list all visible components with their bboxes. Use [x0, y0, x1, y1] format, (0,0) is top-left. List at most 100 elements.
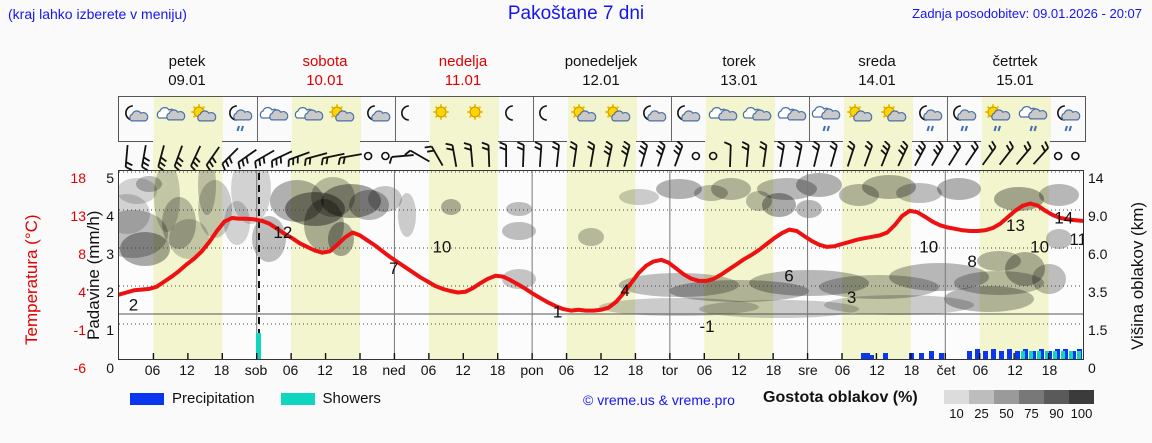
- cloud-density-blob: [578, 228, 604, 246]
- x-tick: 06: [696, 362, 713, 378]
- precipitation-tick: 4: [106, 208, 114, 224]
- day-divider: [946, 97, 948, 141]
- day-headers: petek 09.01 sobota 10.01 nedelja 11.01 ponedel…: [118, 52, 1084, 94]
- precipitation-bar: [1071, 351, 1076, 359]
- cloud-density-blob: [819, 275, 939, 299]
- cloud-density-blob: [711, 178, 751, 200]
- cloud-density-blob: [198, 171, 216, 215]
- showers-bar: [1053, 351, 1057, 359]
- cloud-density-blob: [169, 219, 209, 259]
- temperature-tick: 8: [78, 246, 86, 262]
- temperature-label: 1: [553, 303, 562, 322]
- temperature-label: 10: [1030, 237, 1049, 256]
- precipitation-bar: [939, 353, 944, 359]
- cloud-density-swatch: [994, 390, 1019, 404]
- cloud-density-blob: [694, 185, 728, 201]
- cloud-icon: [775, 97, 810, 141]
- cloud-density-blob: [944, 286, 1034, 312]
- day-name: četrtek: [992, 53, 1038, 70]
- wind-barb-row: [118, 141, 1084, 170]
- cloud-density-blob: [599, 298, 759, 316]
- sun-cloud-icon: [878, 97, 913, 141]
- cloudheight-tick: 1.5: [1088, 322, 1108, 338]
- cloud-density-blob: [502, 222, 536, 240]
- x-tick: 18: [489, 362, 506, 378]
- precip-legend: Precipitation Showers: [130, 390, 407, 410]
- showers-bar: [1061, 351, 1065, 359]
- cloud-density-tick: 90: [1049, 406, 1064, 421]
- cloud-density-title: Gostota oblakov (%): [763, 389, 918, 406]
- cloud-density-blob: [1046, 229, 1072, 249]
- cloud-density-blob: [757, 178, 817, 200]
- cloud-density-blob: [896, 183, 942, 203]
- precipitation-bar: [865, 353, 870, 359]
- x-tick: 12: [731, 362, 747, 378]
- daylight-band: [428, 171, 498, 359]
- cloud-density-tick: 25: [974, 406, 989, 421]
- moon-icon: [395, 97, 430, 141]
- cloud-density-scale: 10 25 50 75 90 100: [944, 390, 1094, 421]
- location-hint: (kraj lahko izberete v meniju): [8, 6, 187, 22]
- temperature-tick: 4: [78, 284, 86, 300]
- x-tick: 18: [1041, 362, 1058, 378]
- cloud-density-blob: [502, 269, 536, 289]
- x-tick: 06: [144, 362, 161, 378]
- daylight-band: [566, 171, 636, 359]
- cloud-density-blob: [119, 178, 157, 204]
- x-axis-ticks: 06 12 18 sob 06 12 18 ned 06 12 18 pon 06 12 18 tor 06 12…: [118, 362, 1084, 382]
- credit-link[interactable]: © vreme.us & vreme.pro: [583, 392, 735, 408]
- x-tick: 12: [455, 362, 471, 378]
- cloud-density-blob: [839, 184, 879, 206]
- cloud-density-blob: [796, 200, 822, 218]
- precipitation-label: Precipitation: [172, 390, 255, 408]
- cloud-density-blob: [231, 171, 271, 224]
- cloud-density-blob: [224, 201, 250, 245]
- temperature-axis-ticks: 18 13 8 4 -1 -6: [26, 160, 86, 376]
- day-header-torek: torek 13.01: [670, 52, 808, 90]
- cloud-density-swatch: [1019, 390, 1044, 404]
- moon-cloud-rain-icon: [223, 97, 258, 141]
- precipitation-bar: [883, 353, 888, 359]
- day-date: 10.01: [306, 72, 344, 89]
- cloud-density-swatch: [969, 390, 994, 404]
- precipitation-bar: [991, 349, 996, 359]
- precipitation-axis-ticks: 5 4 3 2 1 0: [86, 160, 116, 376]
- x-tick: 12: [593, 362, 609, 378]
- precipitation-bar: [1007, 349, 1012, 359]
- precipitation-tick: 3: [106, 246, 114, 262]
- cloud-density-swatch: [1069, 390, 1094, 404]
- precipitation-bar: [861, 353, 866, 359]
- day-date: 09.01: [168, 72, 206, 89]
- cloud-density-blob: [749, 270, 869, 296]
- showers-bar: [1069, 351, 1073, 359]
- x-tick: 06: [972, 362, 989, 378]
- temperature-label: 7: [389, 259, 398, 278]
- x-tick: čet: [936, 362, 956, 378]
- sun-cloud-icon: [188, 97, 223, 141]
- x-tick: 12: [869, 362, 885, 378]
- showers-bar: [1021, 351, 1025, 359]
- cloudheight-tick: 3.5: [1088, 284, 1108, 300]
- cloud-density-tick: 75: [1024, 406, 1039, 421]
- cloudheight-tick: 14: [1088, 170, 1104, 186]
- temperature-label: 6: [784, 266, 793, 285]
- x-tick: 06: [558, 362, 575, 378]
- day-divider: [808, 97, 810, 141]
- day-name: sobota: [302, 53, 348, 70]
- day-header-ponedeljek: ponedeljek 12.01: [532, 52, 670, 90]
- cloud-density-blob: [285, 192, 345, 226]
- precipitation-bar: [983, 351, 988, 359]
- day-name: nedelja: [438, 53, 488, 70]
- x-tick: sob: [244, 362, 268, 378]
- cloudheight-tick: 6.0: [1088, 246, 1108, 262]
- temperature-label: 13: [1006, 216, 1025, 235]
- showers-label: Showers: [322, 390, 381, 408]
- day-name: ponedeljek: [564, 53, 638, 70]
- moon-cloud-icon: [637, 97, 672, 141]
- cloud-icon: [292, 97, 327, 141]
- sun-icon: [430, 97, 465, 141]
- day-name: torek: [722, 53, 756, 70]
- precipitation-bar: [919, 353, 924, 359]
- temperature-label: 4: [620, 281, 629, 300]
- showers-bar: [1077, 351, 1081, 359]
